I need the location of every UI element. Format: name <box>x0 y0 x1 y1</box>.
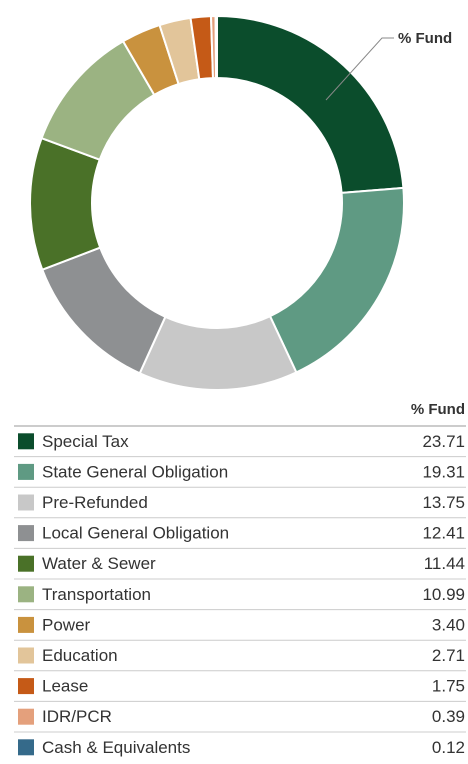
legend-label: Cash & Equivalents <box>42 738 190 757</box>
legend-swatch <box>18 463 34 480</box>
legend-swatch <box>18 555 34 572</box>
legend-label: Pre-Refunded <box>42 493 148 512</box>
legend-label: Water & Sewer <box>42 554 156 573</box>
value-label: 10.99 <box>422 585 465 604</box>
donut-slice <box>216 14 405 194</box>
donut <box>29 14 405 391</box>
legend-label: Special Tax <box>42 432 129 451</box>
donut-slice <box>41 246 167 375</box>
legend-label: IDR/PCR <box>42 707 112 726</box>
value-label: 11.44 <box>424 554 465 573</box>
legend-swatch <box>18 525 34 542</box>
value-label: 12.41 <box>422 524 465 543</box>
legend-swatch <box>18 678 34 695</box>
legend-swatch <box>18 433 34 450</box>
legend-swatch <box>18 586 34 603</box>
annotation-leader <box>325 37 394 101</box>
value-header: % Fund <box>411 401 465 418</box>
legend-label: Power <box>42 615 91 634</box>
donut-slice <box>214 14 218 80</box>
value-label: 0.39 <box>432 707 465 726</box>
legend-swatch <box>18 494 34 511</box>
legend-label: Lease <box>42 677 88 696</box>
annotation: % Fund <box>398 30 452 47</box>
legend-label: State General Obligation <box>42 462 228 481</box>
value-label: 13.75 <box>422 493 465 512</box>
value-label: 1.75 <box>432 677 465 696</box>
legend-swatch <box>18 739 34 756</box>
value-label: 3.40 <box>432 615 465 634</box>
value-label: 2.71 <box>432 646 465 665</box>
value-label: 23.71 <box>422 432 465 451</box>
legend-swatch <box>18 647 34 664</box>
legend-label: Education <box>42 646 118 665</box>
donut-slice <box>29 136 102 272</box>
value-label: 19.31 <box>422 462 465 481</box>
donut-slice <box>138 314 298 391</box>
legend-label: Transportation <box>42 585 151 604</box>
donut-slice <box>268 186 405 374</box>
legend-swatch <box>18 616 34 633</box>
value-label: 0.12 <box>432 738 465 757</box>
legend-label: Local General Obligation <box>42 524 229 543</box>
legend-swatch <box>18 708 34 725</box>
